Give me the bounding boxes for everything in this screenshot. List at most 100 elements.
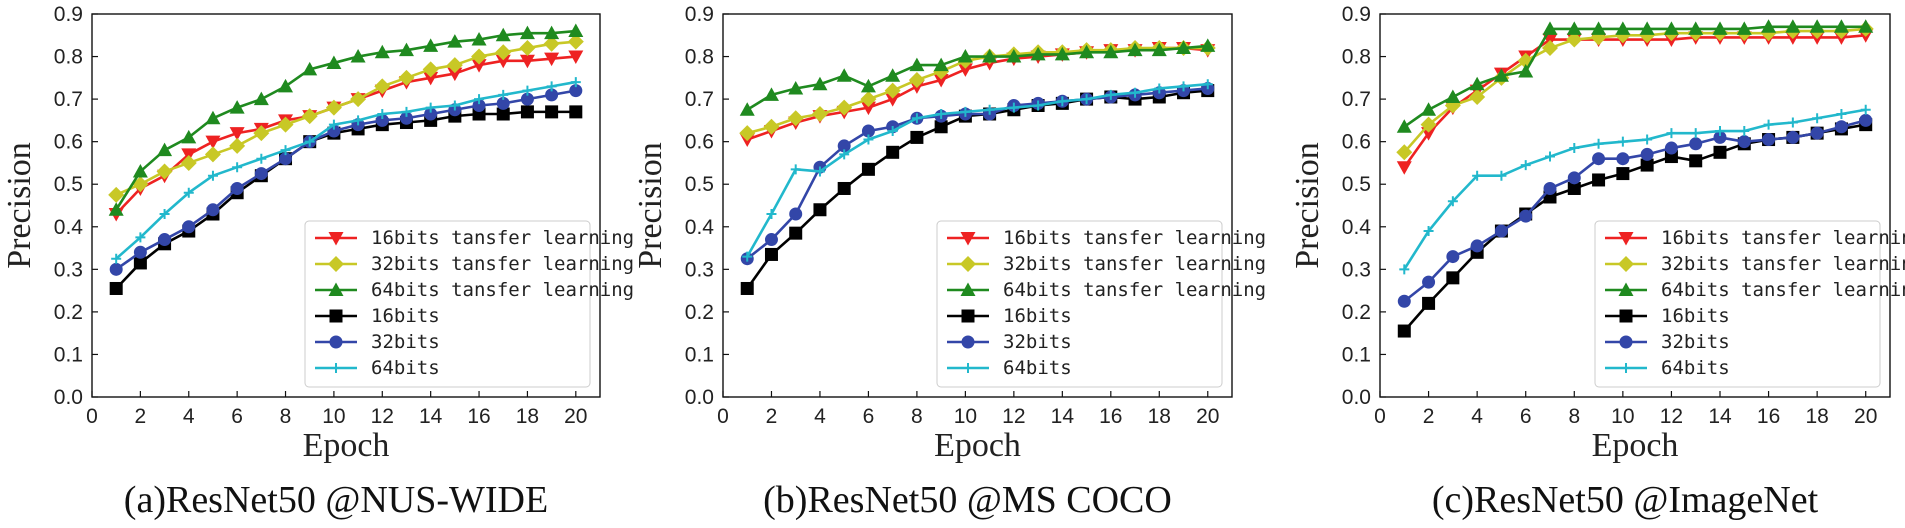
data-point [204,146,221,163]
x-tick-label: 12 [371,405,394,428]
data-point [1762,133,1776,147]
data-point [863,134,874,145]
y-tick-label: 0.6 [685,131,714,154]
legend-label: 16bits [1003,305,1072,327]
data-point [1542,21,1558,35]
data-point [1421,102,1437,116]
data-point [1591,21,1607,35]
legend-marker [331,363,341,373]
data-point [763,118,780,135]
data-point [253,125,270,142]
data-point [1103,44,1119,59]
legend-label: 64bits [371,357,440,379]
y-axis-title: Precision [1289,142,1326,269]
data-point [495,54,511,69]
data-point [936,109,947,120]
x-tick-label: 6 [231,405,243,428]
data-point [374,44,390,59]
data-point [1737,135,1751,149]
data-point [232,162,243,173]
data-point [254,167,268,181]
legend-marker [1618,282,1634,296]
data-point [1545,151,1555,162]
data-point [1518,63,1534,78]
data-point [543,35,560,52]
x-tick-label: 10 [1611,405,1634,428]
data-point [1712,21,1728,35]
data-point [1176,40,1192,55]
panel-caption: (c)ResNet50 @ImageNet [1432,479,1819,521]
data-point [159,209,170,220]
series-6 [742,79,1213,262]
data-point [1202,79,1213,90]
data-point [229,127,245,141]
data-point [474,94,485,105]
data-point [423,38,439,52]
data-point [1593,138,1604,149]
data-point [1520,160,1531,171]
data-point [814,166,825,177]
data-point [764,233,778,247]
x-tick-label: 2 [1423,405,1435,428]
data-point [1105,89,1116,100]
data-point [447,34,463,48]
data-point [764,247,778,261]
data-point [1763,119,1774,130]
data-point [425,102,436,113]
x-tick-label: 10 [954,405,977,428]
y-tick-label: 0.7 [54,88,83,111]
data-point [111,253,122,264]
data-point [1519,209,1533,223]
data-point [181,129,197,144]
legend-marker [961,309,975,323]
y-tick-label: 0.6 [1342,131,1371,154]
y-tick-label: 0.0 [685,386,714,409]
data-point [1543,181,1557,195]
data-point [1081,94,1092,105]
data-point [1566,21,1582,35]
x-tick-label: 0 [717,405,729,428]
x-tick-label: 8 [280,405,292,428]
legend-label: 16bits [371,305,440,327]
data-point [304,136,315,147]
legend: 16bits tansfer learning 32bits tansfer le… [304,220,634,388]
data-point [520,105,534,119]
y-tick-label: 0.0 [1342,386,1371,409]
data-point [471,59,487,73]
data-point [446,57,463,74]
data-point [495,27,511,42]
data-point [1787,117,1798,128]
series-3 [108,23,584,216]
data-point [742,251,753,262]
data-point [789,207,803,221]
series-5 [109,84,583,276]
data-point [884,82,901,99]
legend-label: 32bits [371,331,440,353]
data-point [205,135,221,150]
data-point [519,40,536,57]
x-tick-label: 20 [1196,405,1219,428]
legend: 16bits tansfer learning 32bits tansfer le… [936,220,1266,388]
y-tick-label: 0.5 [54,173,83,196]
data-point [933,63,950,80]
y-tick-label: 0.2 [685,301,714,324]
data-point [1422,296,1436,310]
data-point [109,262,123,276]
data-point [108,202,124,216]
y-tick-label: 0.1 [685,343,714,366]
data-point [422,61,439,78]
data-point [133,256,147,270]
data-point [183,187,194,198]
data-point [278,78,294,93]
data-point [1008,102,1019,113]
data-point [1469,88,1486,105]
legend-box [936,220,1223,388]
legend-marker [960,256,976,272]
legend-marker [960,232,976,246]
data-point [423,71,439,86]
x-tick-label: 10 [322,405,345,428]
legend-marker [328,282,344,296]
data-point [886,145,900,159]
data-point [908,71,925,88]
y-tick-label: 0.4 [1342,216,1372,239]
